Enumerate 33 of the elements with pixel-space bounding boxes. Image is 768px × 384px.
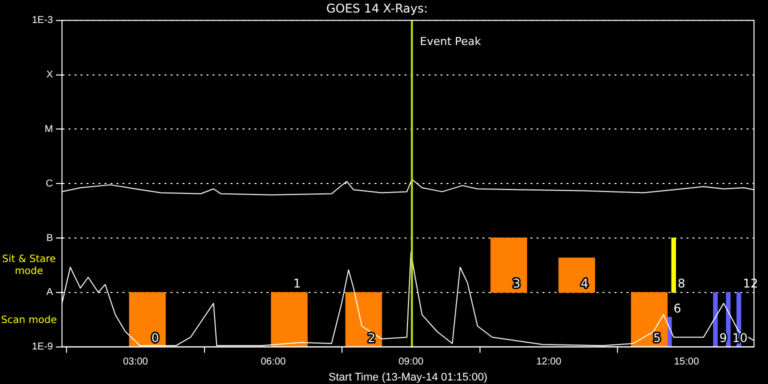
y-tick-label: 1E-9 xyxy=(32,342,54,353)
annotation: 4 xyxy=(580,276,588,291)
text: Scan mode xyxy=(0,314,58,327)
annotation: 8 xyxy=(678,276,686,291)
bar xyxy=(713,292,718,347)
x-axis-title: Start Time (13-May-14 01:15:00) xyxy=(328,371,488,384)
bar xyxy=(630,292,668,347)
bar xyxy=(490,238,528,293)
ref-line-label: Event Peak xyxy=(420,34,482,48)
y-tick-label: C xyxy=(46,178,53,190)
y-tick-label: B xyxy=(46,232,54,244)
bar xyxy=(558,258,596,293)
bar xyxy=(345,292,382,347)
x-tick-label: 09:00 xyxy=(398,356,424,368)
y-tick-label: A xyxy=(46,287,54,298)
annotation: 1 xyxy=(293,276,301,291)
bar xyxy=(270,292,308,347)
annotation: 3 xyxy=(512,276,520,291)
text: Sit & Stare mode xyxy=(1,254,57,278)
y-tick-label: 1E-3 xyxy=(32,15,54,26)
annotation: 6 xyxy=(674,301,682,316)
bar xyxy=(129,292,166,347)
annotation: 2 xyxy=(368,330,376,345)
y-tick-label: X xyxy=(46,70,54,81)
annotation: 0 xyxy=(151,330,160,345)
x-tick-label: 12:00 xyxy=(536,356,562,368)
chart-title: GOES 14 X-Rays: xyxy=(326,1,428,16)
bar xyxy=(671,238,676,293)
x-tick-label: 06:00 xyxy=(260,356,286,368)
annotation: 5 xyxy=(653,330,661,345)
x-tick-label: 15:00 xyxy=(674,356,700,368)
x-tick-label: 03:00 xyxy=(122,356,148,368)
y-tick-label: M xyxy=(44,124,53,135)
